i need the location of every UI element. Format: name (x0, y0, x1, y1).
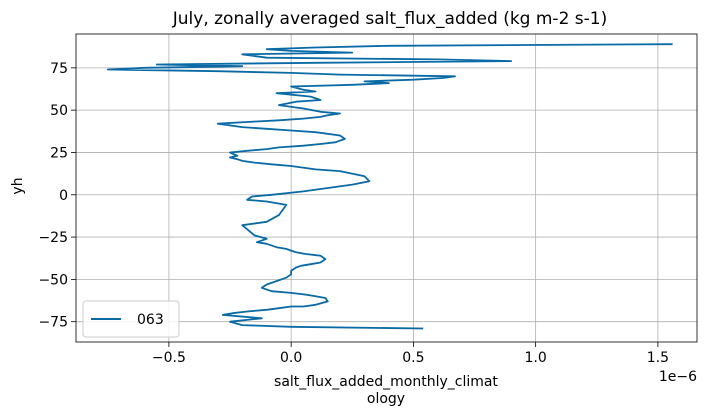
y-tick-label: 25 (50, 145, 68, 161)
y-tick-label: 0 (59, 188, 68, 204)
x-axis-offset-text: 1e−6 (659, 369, 697, 385)
plot-frame (75, 33, 698, 343)
legend-label: 063 (137, 312, 164, 328)
y-tick-label: 75 (50, 61, 68, 77)
x-tick-label: −0.5 (152, 350, 186, 366)
x-axis-label-line-1: salt_flux_added_monthly_climat (274, 374, 498, 390)
y-tick-label: −75 (38, 315, 68, 331)
series-layer (106, 43, 673, 330)
legend: 063 (82, 300, 180, 338)
y-axis-ticks: −75 −50 −25 0 25 50 75 (38, 61, 76, 331)
y-axis-label: yh (10, 177, 26, 194)
x-tick-label: 1.5 (647, 350, 669, 366)
x-tick-label: 0.5 (402, 350, 424, 366)
y-tick-label: 50 (50, 103, 68, 119)
x-tick-label: 1.0 (525, 350, 547, 366)
x-axis-label-line-2: ology (367, 391, 405, 407)
chart-title: July, zonally averaged salt_flux_added (… (172, 9, 607, 29)
y-tick-label: −50 (38, 272, 68, 288)
series-line-063 (106, 43, 673, 330)
x-axis-ticks: −0.5 0.0 0.5 1.0 1.5 (152, 342, 669, 366)
x-tick-label: 0.0 (280, 350, 302, 366)
legend-box (82, 300, 180, 338)
y-tick-label: −25 (38, 230, 68, 246)
